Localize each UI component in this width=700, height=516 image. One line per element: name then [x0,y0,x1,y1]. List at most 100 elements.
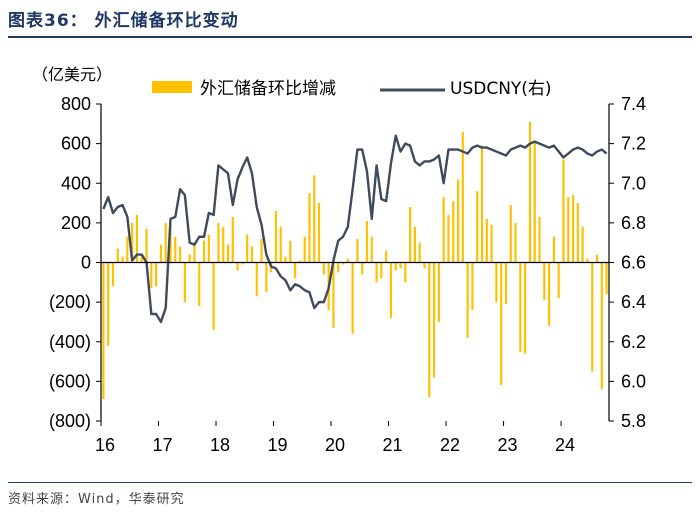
left-tick-label: (600) [49,371,91,391]
bar [107,262,110,346]
left-tick-label: 0 [81,253,91,273]
bar [111,262,115,287]
right-tick-label: 6.4 [621,292,646,312]
right-tick-label: 7.2 [621,134,646,154]
bar [294,262,297,279]
legend-line-label: USDCNY(右) [450,79,552,99]
bar [183,262,186,303]
bar [236,262,239,271]
bar [131,222,134,263]
bar [562,159,565,263]
bar [605,262,608,295]
bar [313,175,316,263]
bar [485,218,488,263]
bar [452,201,455,263]
left-axis-unit: （亿美元） [32,65,112,84]
bar [198,262,201,307]
right-tick-label: 5.8 [621,411,646,431]
bar [447,214,450,263]
bar [404,262,407,283]
bar [231,216,234,263]
bar [586,258,589,263]
bar [591,262,594,372]
left-tick-label: 800 [61,94,91,114]
bar [274,210,278,263]
bar [356,238,359,263]
bar [169,220,172,263]
legend-bar-label: 外汇储备环比增减 [200,79,336,99]
right-tick-label: 7.0 [621,173,646,193]
bar [548,262,551,326]
source-note: 资料来源：Wind，华泰研究 [8,492,185,507]
bar [370,236,373,263]
bar [567,197,570,263]
usdcny-line [102,134,608,324]
bar [380,262,383,279]
bar [116,248,119,263]
bar [442,197,445,263]
bar [284,256,287,263]
right-tick-label: 6.2 [621,332,646,352]
bar [289,240,292,263]
bar [385,250,388,263]
bar [528,121,532,263]
x-tick-label: 20 [325,435,345,455]
bar [202,240,206,263]
bar [332,262,335,328]
x-tick-label: 24 [555,435,575,455]
bar [543,262,546,301]
bar [437,262,440,322]
footer-rule [8,482,692,483]
bar [246,234,249,263]
bar [337,262,340,273]
bar [155,262,158,287]
bar [188,254,191,263]
bar [212,262,215,330]
bar [255,262,258,297]
left-tick-label: (400) [49,332,91,352]
bar [480,145,484,263]
bar [241,262,244,265]
bar [361,262,364,275]
bar [509,205,512,263]
x-tick-label: 23 [498,435,518,455]
bar [466,262,469,338]
bar [260,238,263,263]
bar [193,242,196,263]
bar [250,246,254,263]
bar [365,220,369,263]
left-tick-label: (200) [49,292,91,312]
bar [538,216,541,263]
bar [217,222,220,263]
bar [140,256,143,263]
bar [418,242,421,263]
bar [265,262,268,293]
bar [495,262,498,303]
bar [461,131,464,263]
bar [346,258,349,263]
bar [341,262,345,265]
chart-title: 图表36： 外汇储备环比变动 [8,11,239,31]
bar [409,207,412,263]
bar [279,226,282,263]
right-tick-label: 6.0 [621,371,646,391]
bar [394,262,397,271]
bar [322,262,325,275]
bar [303,236,306,263]
bar [317,203,321,263]
bar [504,262,508,305]
bar [519,262,522,352]
bar [298,260,301,263]
bar [174,236,177,263]
bar [600,262,603,390]
x-tick-label: 21 [383,435,403,455]
bar [595,254,599,263]
bar [428,262,431,398]
x-tick-label: 22 [440,435,460,455]
bar [490,224,493,263]
bar [121,256,124,263]
bar [145,228,148,263]
bar [126,236,129,263]
left-tick-label: 200 [61,213,91,233]
